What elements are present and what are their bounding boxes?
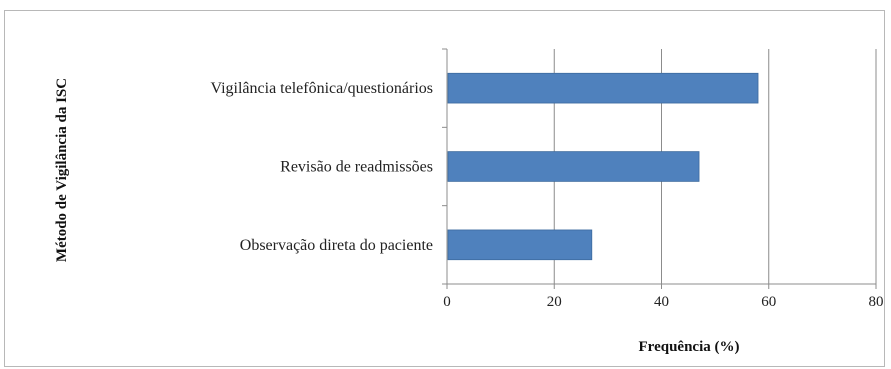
category-label-3: Observação direta do paciente	[240, 237, 433, 254]
x-tick-label-20: 20	[547, 294, 562, 310]
x-tick-label-80: 80	[869, 294, 884, 310]
axes	[442, 48, 877, 289]
category-label-1: Vigilância telefônica/questionários	[210, 80, 433, 97]
chart-frame	[4, 10, 885, 367]
x-tick-label-0: 0	[443, 294, 451, 310]
x-tick-labels: 0 20 40 60 80	[443, 294, 883, 310]
bar-2	[447, 151, 700, 182]
x-axis-title: Frequência (%)	[639, 339, 740, 355]
category-labels: Vigilância telefônica/questionários Revis…	[210, 80, 433, 254]
category-label-2: Revisão de readmissões	[280, 159, 433, 176]
x-tick-label-60: 60	[761, 294, 776, 310]
bars	[447, 72, 759, 261]
y-axis-title: Método de Vigilância da ISC	[54, 78, 70, 262]
x-tick-label-40: 40	[654, 294, 669, 310]
bar-3	[447, 229, 593, 261]
bar-1	[447, 72, 759, 104]
